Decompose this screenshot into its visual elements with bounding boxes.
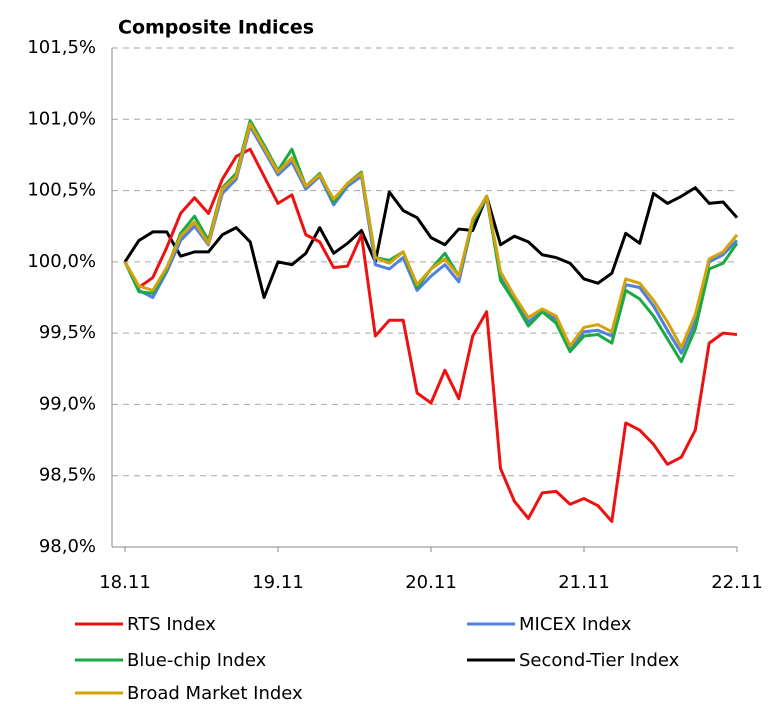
y-tick-label: 99,0% bbox=[39, 393, 96, 414]
series-line bbox=[123, 124, 739, 355]
x-tick-label: 22.11 bbox=[711, 572, 763, 593]
series-line bbox=[123, 122, 739, 349]
series-line bbox=[123, 147, 738, 523]
legend-label: Broad Market Index bbox=[127, 683, 303, 704]
y-tick-label: 101,0% bbox=[27, 108, 96, 129]
y-tick-label: 100,0% bbox=[27, 251, 96, 272]
x-tick-label: 18.11 bbox=[99, 572, 151, 593]
y-tick-label: 101,5% bbox=[27, 37, 96, 58]
x-tick-label: 20.11 bbox=[405, 572, 457, 593]
y-tick-label: 98,5% bbox=[39, 465, 96, 486]
chart-title: Composite Indices bbox=[118, 17, 314, 39]
y-tick-label: 99,5% bbox=[39, 322, 96, 343]
y-tick-label: 100,5% bbox=[27, 180, 96, 201]
series-line bbox=[123, 186, 739, 299]
legend-label: Second-Tier Index bbox=[519, 650, 680, 671]
x-tick-label: 21.11 bbox=[558, 572, 610, 593]
y-tick-label: 98,0% bbox=[39, 536, 96, 557]
legend-label: RTS Index bbox=[127, 614, 216, 635]
legend-label: Blue-chip Index bbox=[127, 650, 267, 671]
legend-label: MICEX Index bbox=[519, 614, 632, 635]
x-tick-label: 19.11 bbox=[252, 572, 304, 593]
